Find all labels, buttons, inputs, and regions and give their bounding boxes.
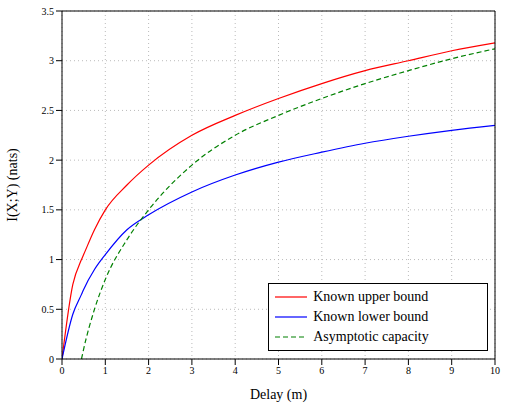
svg-text:1: 1 xyxy=(103,365,108,376)
svg-text:3: 3 xyxy=(189,365,194,376)
svg-text:2: 2 xyxy=(49,155,54,166)
svg-text:10: 10 xyxy=(490,365,500,376)
svg-text:7: 7 xyxy=(363,365,368,376)
svg-text:0: 0 xyxy=(60,365,65,376)
svg-text:9: 9 xyxy=(449,365,454,376)
svg-text:8: 8 xyxy=(406,365,411,376)
svg-text:6: 6 xyxy=(319,365,324,376)
svg-text:1: 1 xyxy=(49,254,54,265)
svg-text:2: 2 xyxy=(146,365,151,376)
svg-text:0.5: 0.5 xyxy=(42,304,55,315)
svg-text:3.5: 3.5 xyxy=(42,6,55,17)
svg-text:Delay (m): Delay (m) xyxy=(250,387,307,403)
html-text:Asymptotic capacity: Asymptotic capacity xyxy=(313,329,429,344)
svg-text:I(X;Y) (nats): I(X;Y) (nats) xyxy=(5,148,21,222)
svg-text:3: 3 xyxy=(49,55,54,66)
svg-text:5: 5 xyxy=(276,365,281,376)
svg-text:0: 0 xyxy=(49,354,54,365)
svg-text:1.5: 1.5 xyxy=(42,204,55,215)
html-text:Known upper bound: Known upper bound xyxy=(313,289,429,304)
svg-text:4: 4 xyxy=(233,365,238,376)
svg-text:2.5: 2.5 xyxy=(42,105,55,116)
html-text:Known lower bound: Known lower bound xyxy=(313,309,429,324)
